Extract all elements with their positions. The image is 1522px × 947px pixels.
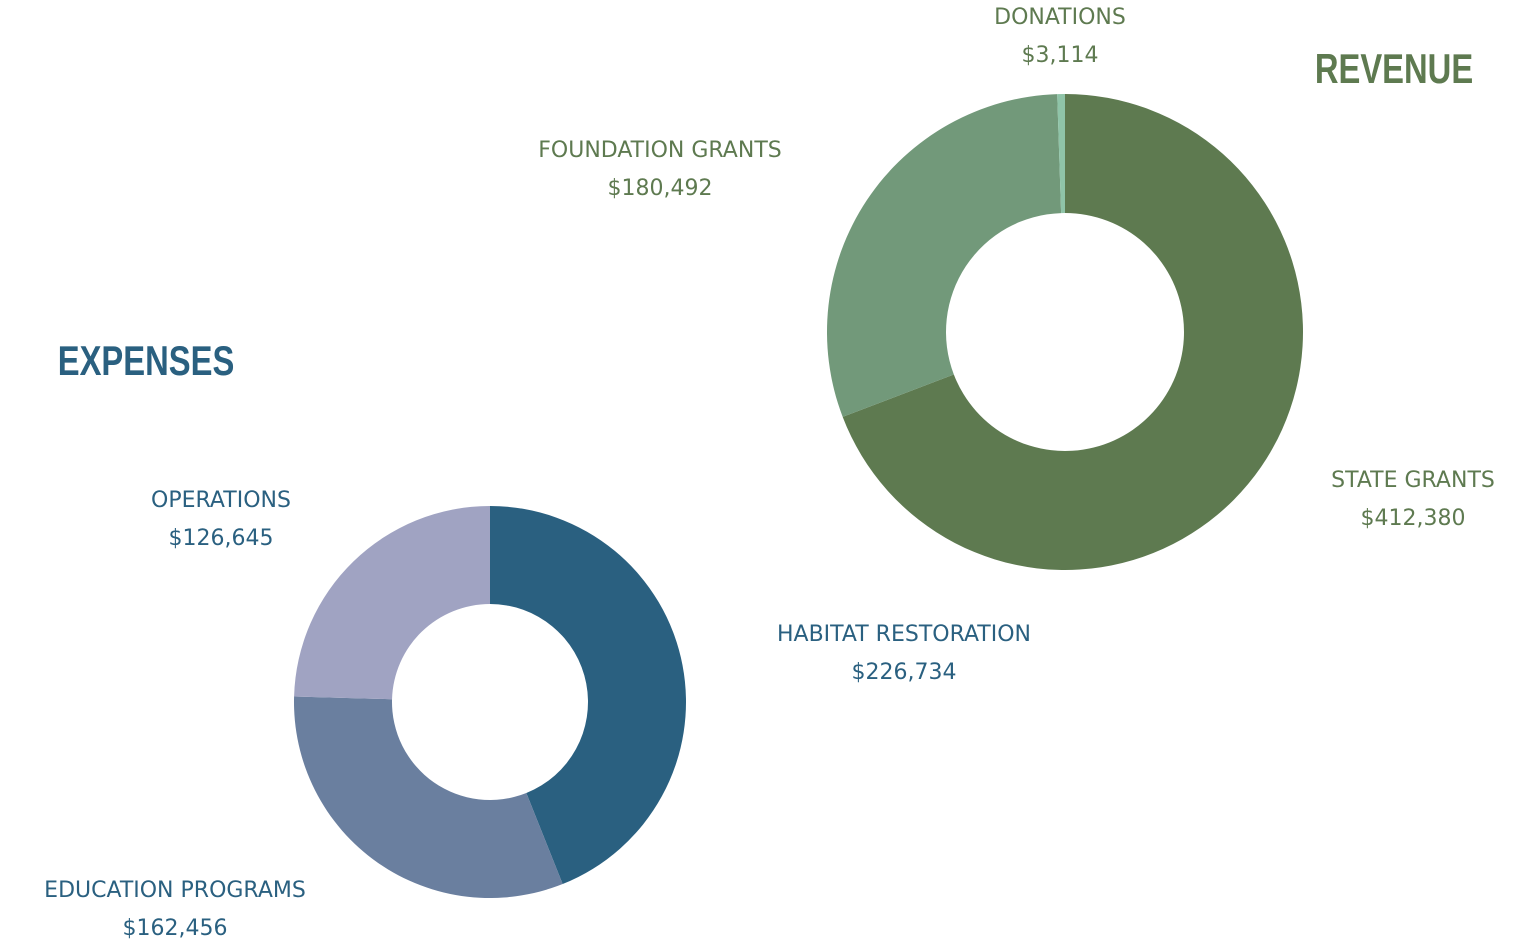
slice-label: FOUNDATION GRANTS	[538, 138, 781, 163]
donut-slice	[293, 696, 563, 898]
slice-label: DONATIONS	[994, 5, 1126, 30]
donut-slice	[827, 94, 1062, 417]
slice-label: STATE GRANTS	[1331, 468, 1495, 493]
donut-slice	[294, 506, 490, 700]
slice-value: $412,380	[1361, 506, 1466, 531]
chart-title: EXPENSES	[58, 337, 235, 384]
slice-value: $162,456	[123, 916, 228, 941]
donut-slice	[1057, 94, 1065, 214]
chart-title: REVENUE	[1315, 45, 1473, 92]
slice-value: $226,734	[852, 660, 957, 685]
donut-slice	[842, 94, 1304, 570]
slice-label: EDUCATION PROGRAMS	[44, 878, 306, 903]
slice-value: $3,114	[1022, 43, 1099, 68]
donut-slice	[490, 506, 687, 885]
slice-label: OPERATIONS	[151, 488, 291, 513]
slice-label: HABITAT RESTORATION	[777, 622, 1031, 647]
slice-value: $180,492	[608, 176, 713, 201]
slice-value: $126,645	[169, 526, 274, 551]
